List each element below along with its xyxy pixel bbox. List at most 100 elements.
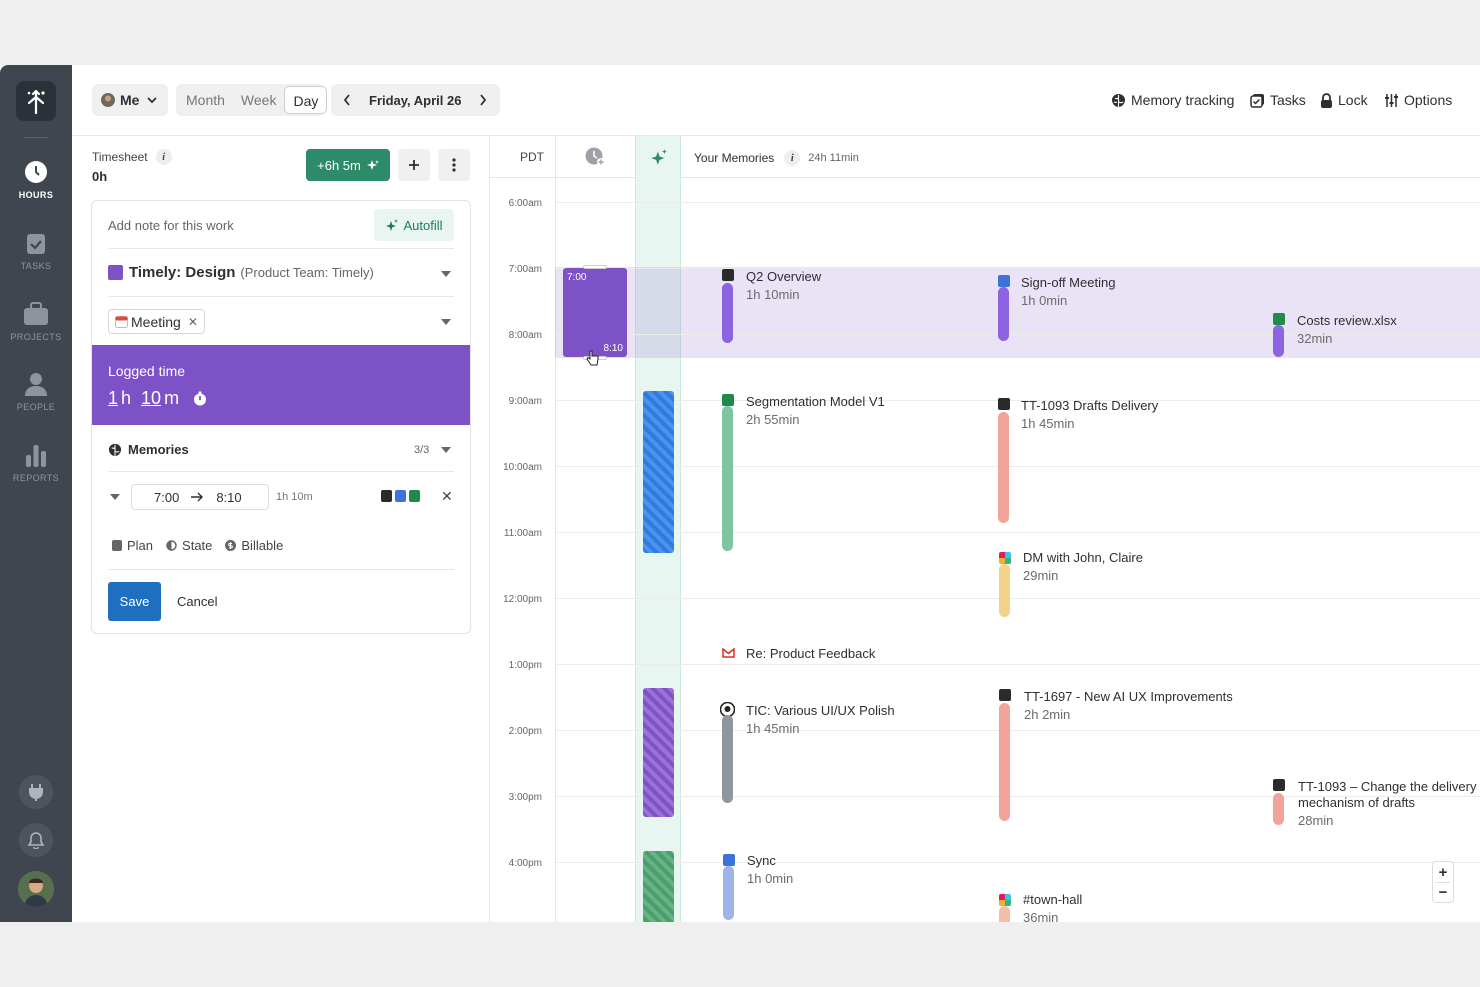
integrations-button[interactable] <box>19 775 53 809</box>
add-entry-button[interactable] <box>398 149 430 181</box>
event-title: TT-1697 - New AI UX Improvements <box>1024 689 1233 704</box>
suggestion-block-blue[interactable] <box>643 391 674 553</box>
time-label: 3:00pm <box>508 792 542 803</box>
memory-duration: 1h 10m <box>276 491 313 503</box>
chevron-down-icon[interactable] <box>441 271 451 277</box>
info-icon[interactable]: i <box>155 149 172 165</box>
project-team: (Product Team: Timely) <box>240 265 374 280</box>
billable-toggle[interactable]: Billable <box>225 538 283 553</box>
sidebar-item-tasks[interactable]: TASKS <box>0 231 72 271</box>
time-label: 10:00am <box>503 462 542 473</box>
remove-tag-icon[interactable]: ✕ <box>187 314 198 329</box>
event-duration-bar <box>1273 325 1284 357</box>
event-title: DM with John, Claire <box>1023 550 1143 565</box>
event-duration: 1h 10min <box>746 287 800 302</box>
avatar[interactable] <box>18 871 54 907</box>
slack-icon <box>999 552 1011 564</box>
suggestion-block-green[interactable] <box>643 851 674 922</box>
more-menu-button[interactable] <box>438 149 470 181</box>
state-toggle[interactable]: State <box>166 538 212 553</box>
memory-from[interactable]: 7:00 <box>154 489 180 505</box>
event-title: Re: Product Feedback <box>746 646 876 661</box>
sidebar-item-reports[interactable]: REPORTS <box>0 443 72 483</box>
sidebar-item-hours[interactable]: HOURS <box>0 160 72 200</box>
collapse-memory-icon[interactable] <box>110 494 120 500</box>
autofill-button[interactable]: Autofill <box>374 209 454 241</box>
top-toolbar: Me Month Week Day Friday, April 26 Memor… <box>72 65 1480 136</box>
event-duration: 32min <box>1297 331 1333 346</box>
calendar-icon <box>115 316 128 328</box>
sliders-icon <box>1385 93 1398 107</box>
cancel-button[interactable]: Cancel <box>177 594 218 609</box>
chevron-right-icon[interactable] <box>479 94 487 106</box>
logged-minutes[interactable]: 10 <box>141 388 162 408</box>
project-selector[interactable]: Timely: Design (Product Team: Timely) <box>108 264 454 281</box>
plan-toggle[interactable]: Plan <box>112 538 153 553</box>
event-duration-bar <box>723 866 734 920</box>
event-duration: 2h 2min <box>1024 707 1071 722</box>
divider <box>108 471 454 472</box>
time-label: 2:00pm <box>508 726 542 737</box>
memory-tracking-button[interactable]: Memory tracking <box>1111 92 1234 108</box>
memory-to[interactable]: 8:10 <box>216 489 242 505</box>
stopwatch-icon[interactable] <box>193 391 207 406</box>
date-navigator: Friday, April 26 <box>331 84 500 116</box>
chevron-down-icon[interactable] <box>441 319 451 325</box>
suggestion-block-purple[interactable] <box>643 688 674 817</box>
logged-hours-unit: h <box>121 388 132 408</box>
day-calendar: PDT Your Memories i 24h 11min <box>490 136 1480 922</box>
tab-day[interactable]: Day <box>284 86 328 114</box>
suggest-time-button[interactable]: +6h 5m <box>306 149 390 181</box>
info-icon[interactable]: i <box>784 150 801 166</box>
gmail-icon <box>722 648 735 658</box>
zoom-out-button[interactable]: − <box>1438 883 1448 901</box>
event-duration: 1h 0min <box>1021 293 1068 308</box>
app-logo[interactable] <box>16 81 56 121</box>
ai-suggestions-column-header[interactable] <box>635 136 681 178</box>
sparkle-icon <box>386 218 399 231</box>
tag-chip-meeting[interactable]: Meeting ✕ <box>108 309 205 334</box>
chevron-left-icon[interactable] <box>343 94 351 106</box>
event-title: TT-1093 – Change the delivery <box>1298 779 1477 794</box>
hour-gridline <box>555 400 1480 401</box>
hour-gridline <box>555 862 1480 863</box>
sidebar: HOURS TASKS PROJECTS PEOPLE REPORTS <box>0 65 72 922</box>
logged-time-panel: Logged time 1 h 10 m <box>92 345 470 425</box>
options-button[interactable]: Options <box>1384 92 1452 108</box>
event-title: Segmentation Model V1 <box>746 394 885 409</box>
person-icon <box>25 373 47 396</box>
time-label: 6:00am <box>508 198 542 209</box>
resize-handle-top[interactable] <box>583 265 607 269</box>
chevron-down-icon[interactable] <box>441 447 451 453</box>
divider <box>555 178 556 922</box>
figma-icon <box>722 269 734 281</box>
remove-memory-icon[interactable]: ✕ <box>441 488 453 504</box>
tab-week[interactable]: Week <box>240 92 277 108</box>
clipboard-check-icon <box>27 234 45 254</box>
logged-entry-block[interactable]: 7:00 8:10 <box>563 265 627 360</box>
brain-icon <box>1112 93 1125 107</box>
logged-hours[interactable]: 1 <box>108 388 119 408</box>
tasks-button[interactable]: Tasks <box>1250 92 1306 108</box>
figma-icon <box>381 490 392 502</box>
logged-time-value[interactable]: 1 h 10 m <box>108 388 207 409</box>
user-avatar-icon <box>101 93 115 107</box>
lock-button[interactable]: Lock <box>1320 92 1368 108</box>
notifications-button[interactable] <box>19 823 53 857</box>
google-calendar-icon <box>395 490 406 502</box>
event-title: TT-1093 Drafts Delivery <box>1021 398 1159 413</box>
current-date[interactable]: Friday, April 26 <box>369 92 462 108</box>
sidebar-item-people[interactable]: PEOPLE <box>0 372 72 412</box>
memories-header[interactable]: Memories <box>108 442 189 457</box>
note-input[interactable]: Add note for this work <box>108 218 234 233</box>
memory-time-range[interactable]: 7:00 8:10 <box>131 484 269 510</box>
timesheet-header: Timesheet i <box>92 149 172 165</box>
clock-plus-icon[interactable] <box>585 147 606 167</box>
tab-month[interactable]: Month <box>186 92 225 108</box>
user-selector[interactable]: Me <box>92 84 168 116</box>
state-icon <box>166 540 177 551</box>
save-button[interactable]: Save <box>108 582 161 621</box>
logged-minutes-unit: m <box>164 388 180 408</box>
sidebar-item-projects[interactable]: PROJECTS <box>0 302 72 342</box>
zoom-in-button[interactable]: + <box>1438 863 1448 881</box>
